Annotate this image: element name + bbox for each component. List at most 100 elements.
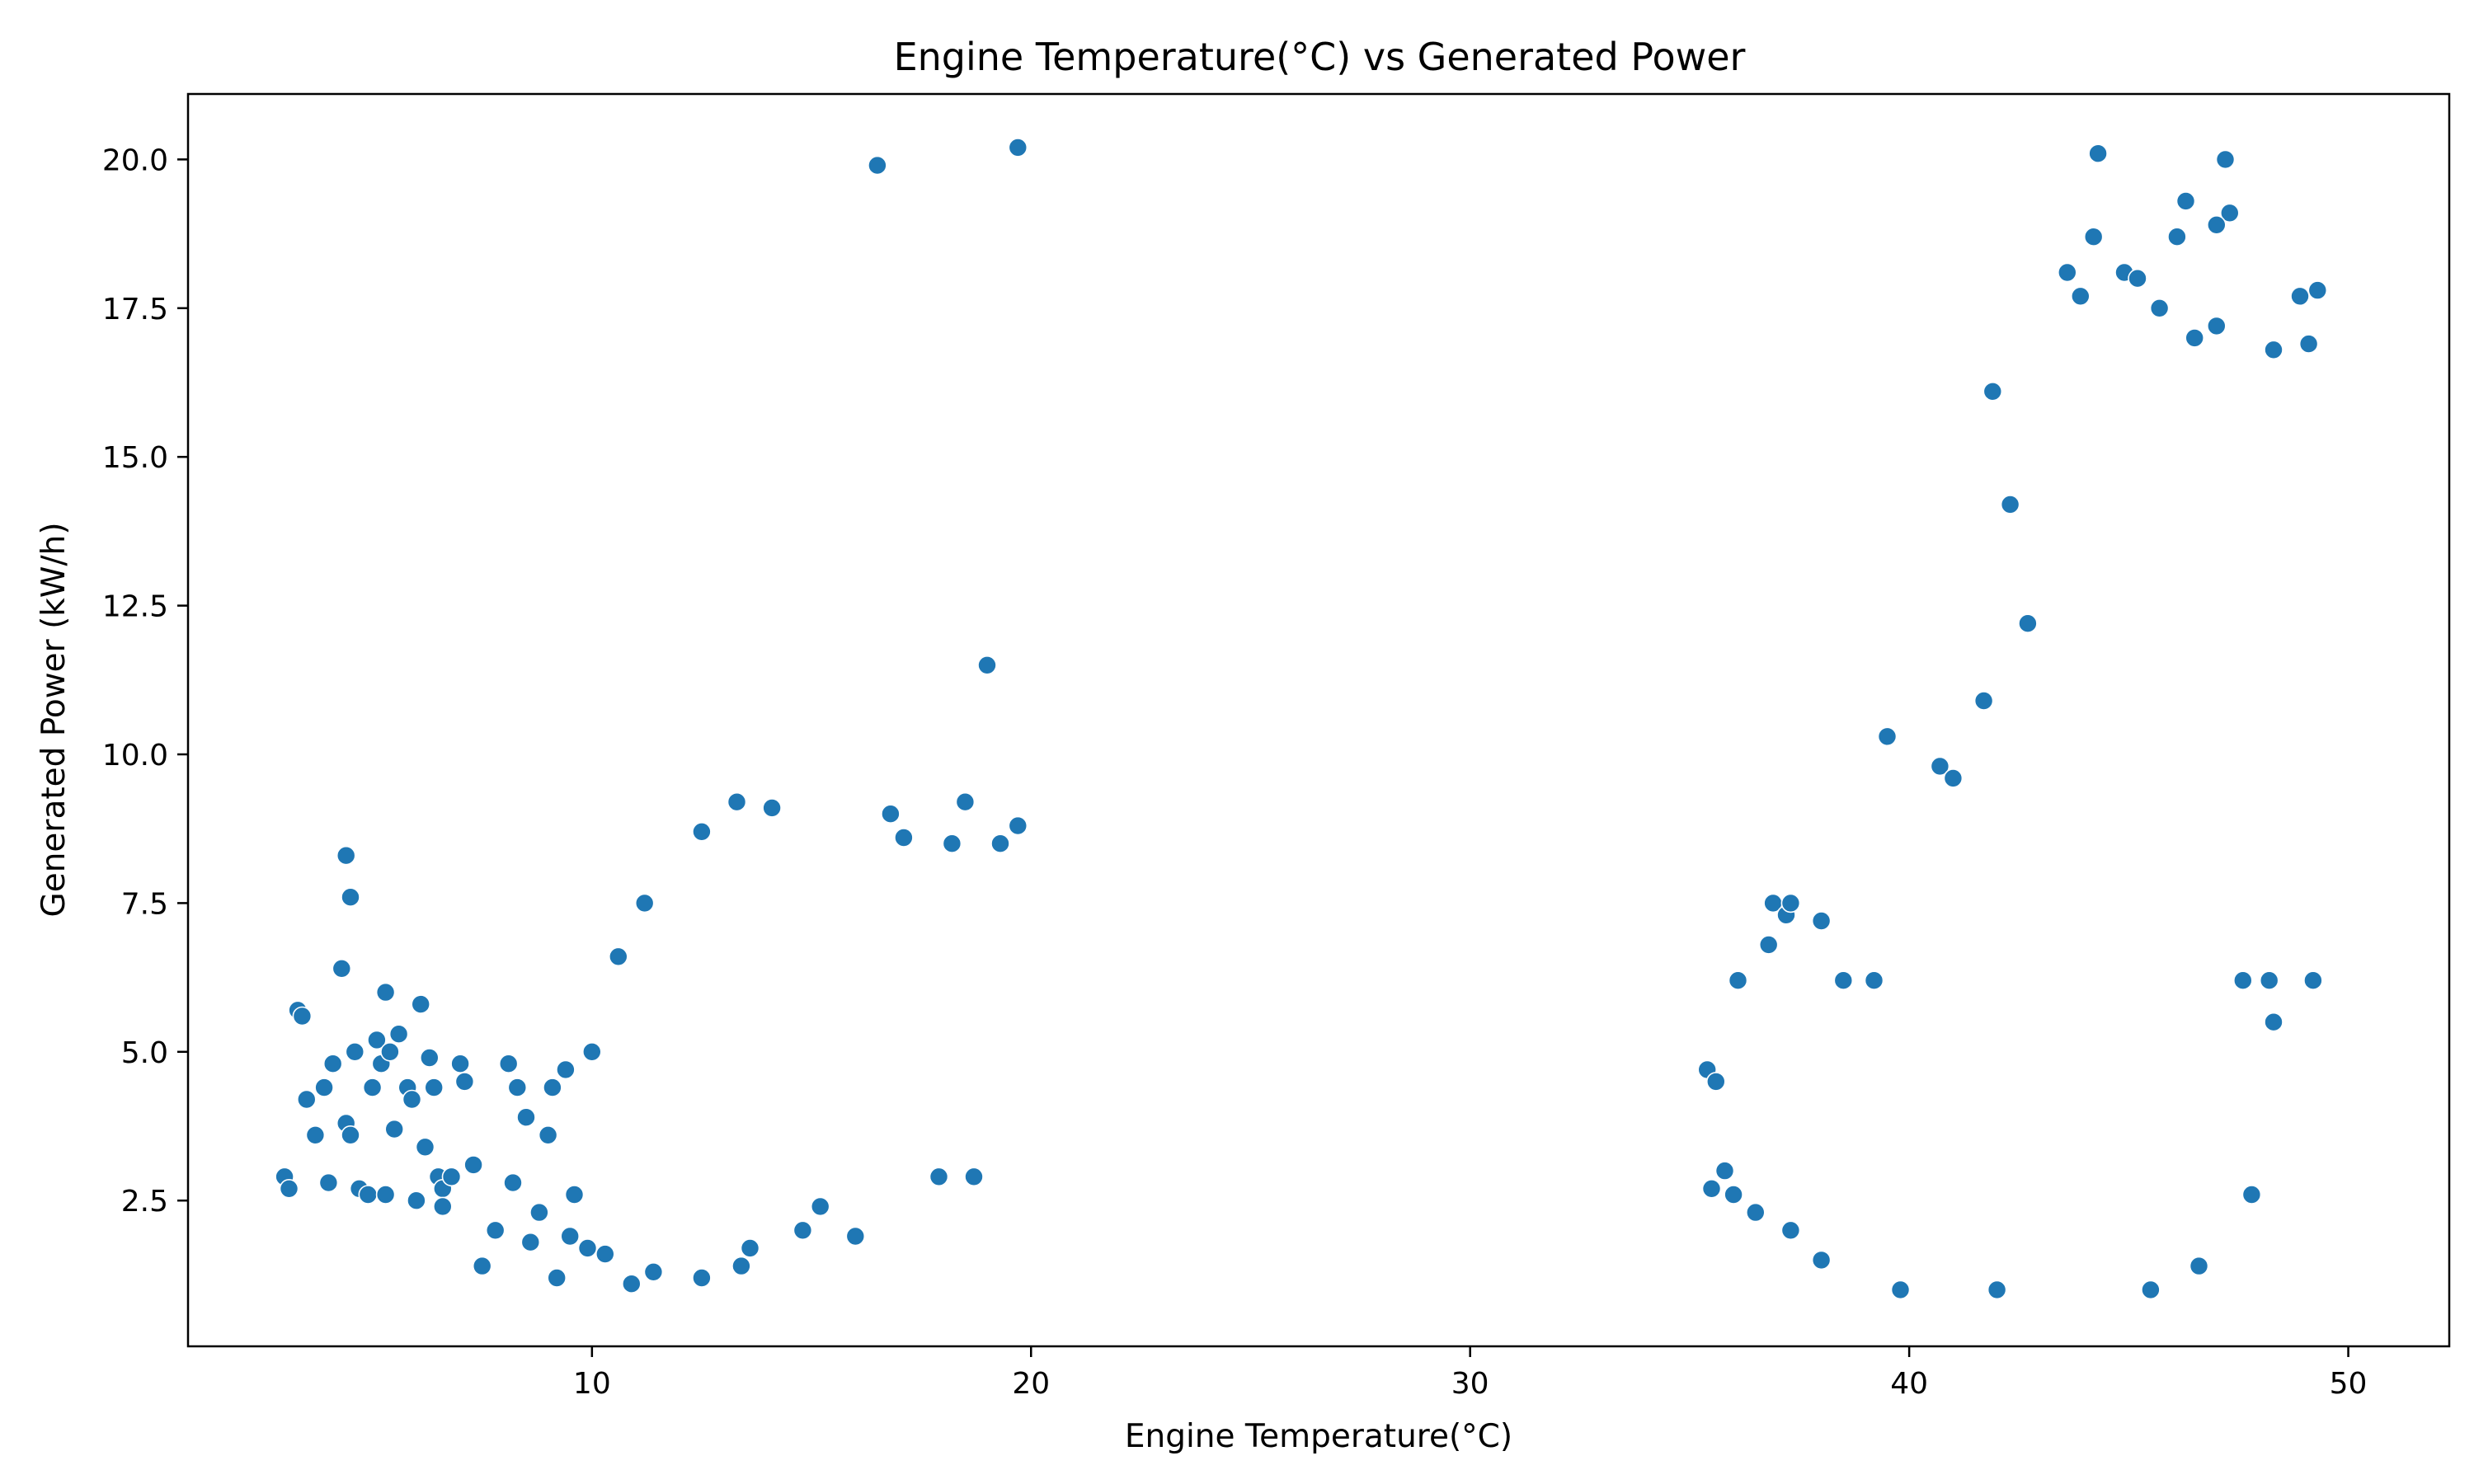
data-point	[332, 959, 352, 979]
data-point	[692, 821, 712, 842]
data-point	[1811, 911, 1832, 931]
data-point	[543, 1078, 562, 1097]
y-tick-label: 12.5	[102, 590, 168, 624]
data-point	[1728, 970, 1748, 990]
data-point	[2018, 613, 2038, 634]
data-point	[2307, 280, 2328, 300]
data-point	[472, 1256, 492, 1276]
data-point	[358, 1185, 379, 1205]
x-tick-label: 10	[573, 1367, 611, 1401]
data-point	[2141, 1280, 2161, 1300]
data-point	[314, 1078, 334, 1097]
data-point	[419, 1048, 440, 1068]
data-point	[2175, 191, 2196, 211]
data-point	[2149, 298, 2170, 318]
data-point	[2207, 316, 2227, 336]
y-tick-label: 17.5	[102, 293, 168, 326]
data-point	[881, 804, 901, 824]
data-point	[1724, 1185, 1743, 1205]
data-point	[577, 1238, 598, 1258]
data-point	[318, 1172, 339, 1193]
y-tick-label: 5.0	[121, 1036, 168, 1070]
data-point	[1877, 726, 1898, 747]
data-point	[498, 1054, 519, 1073]
data-point	[942, 834, 962, 854]
data-point	[2220, 203, 2240, 223]
data-point	[556, 1059, 576, 1080]
data-point	[380, 1042, 400, 1062]
data-point	[296, 1089, 317, 1110]
data-point	[727, 791, 747, 812]
data-point	[407, 1190, 426, 1210]
data-point	[516, 1107, 536, 1127]
x-tick-label: 40	[1890, 1367, 1928, 1401]
y-tick-label: 10.0	[102, 739, 168, 773]
data-point	[485, 1220, 506, 1241]
data-point	[2241, 1185, 2262, 1205]
x-axis: 10 20 30 40 50	[573, 1346, 2367, 1401]
data-point	[454, 1072, 475, 1092]
data-point	[341, 1125, 360, 1145]
data-point	[1864, 970, 1884, 990]
x-tick-label: 20	[1012, 1367, 1050, 1401]
data-point	[384, 1119, 405, 1139]
data-point	[547, 1268, 567, 1288]
data-point	[402, 1089, 422, 1110]
data-point	[375, 1185, 396, 1205]
data-point	[929, 1167, 949, 1187]
data-point	[1973, 691, 1994, 711]
data-point	[345, 1042, 365, 1062]
data-point	[894, 828, 914, 848]
data-point	[450, 1054, 470, 1073]
data-point	[1746, 1202, 1766, 1223]
data-point	[432, 1196, 453, 1217]
data-point	[1714, 1161, 1735, 1181]
data-point	[415, 1137, 435, 1158]
data-point	[2000, 495, 2020, 514]
data-point	[2071, 286, 2091, 307]
data-point	[336, 845, 356, 866]
data-point	[529, 1202, 549, 1223]
data-point	[1930, 756, 1950, 777]
data-point	[810, 1196, 830, 1217]
data-point	[305, 1125, 326, 1145]
data-point	[731, 1256, 751, 1276]
data-point	[1780, 1220, 1801, 1241]
y-axis: 2.5 5.0 7.5 10.0 12.5 15.0 17.5 20.0	[102, 143, 188, 1219]
plot-frame	[186, 92, 2451, 1348]
data-point	[341, 887, 360, 907]
data-point	[2189, 1256, 2209, 1276]
data-point	[990, 834, 1010, 854]
data-point	[322, 1054, 343, 1073]
data-point	[2185, 328, 2204, 348]
data-point	[2264, 340, 2284, 360]
data-point	[507, 1078, 528, 1097]
data-point	[2259, 970, 2279, 990]
chart-title: Engine Temperature(°C) vs Generated Powe…	[894, 35, 1746, 79]
data-point	[762, 798, 782, 818]
points-layer	[275, 138, 2328, 1300]
data-point	[388, 1024, 409, 1044]
y-tick-label: 7.5	[121, 887, 168, 921]
y-axis-label: Generated Power (kW/h)	[35, 522, 73, 917]
data-point	[595, 1244, 615, 1264]
data-point	[538, 1125, 558, 1145]
data-point	[411, 994, 431, 1014]
data-point	[375, 982, 396, 1003]
data-point	[2264, 1012, 2284, 1032]
data-point	[740, 1238, 760, 1258]
data-point	[581, 1042, 602, 1062]
data-point	[279, 1179, 299, 1199]
data-point	[2167, 227, 2187, 247]
data-point	[2290, 286, 2310, 307]
data-point	[520, 1232, 541, 1252]
data-point	[564, 1185, 585, 1205]
x-axis-label: Engine Temperature(°C)	[1125, 1418, 1512, 1455]
y-tick-label: 15.0	[102, 441, 168, 475]
data-point	[2088, 143, 2108, 163]
data-point	[367, 1030, 387, 1050]
data-point	[2083, 227, 2104, 247]
data-point	[1758, 935, 1779, 955]
data-point	[793, 1220, 813, 1241]
